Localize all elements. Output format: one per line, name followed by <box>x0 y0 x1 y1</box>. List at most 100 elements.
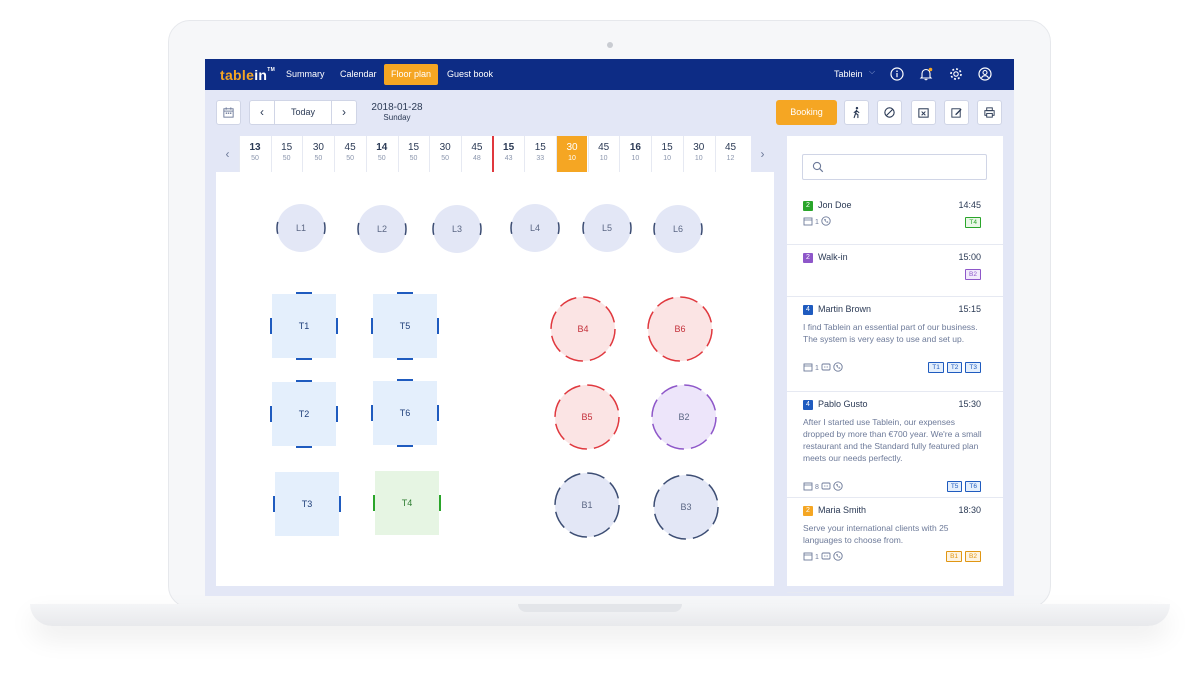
table-t3[interactable]: T3 <box>271 468 343 540</box>
table-b1[interactable]: B1 <box>551 469 623 541</box>
guest-count-badge: 2 <box>803 253 813 263</box>
booking-button[interactable]: Booking <box>776 100 837 125</box>
gear-icon[interactable] <box>949 67 963 81</box>
time-slot[interactable]: 30 50 <box>429 136 460 172</box>
time-slot-time: 15 <box>534 142 546 153</box>
time-slot[interactable]: 15 33 <box>524 136 555 172</box>
today-button[interactable]: Today <box>290 107 316 117</box>
table-t4[interactable]: T4 <box>371 467 443 539</box>
table-t5[interactable]: T5 <box>369 290 441 362</box>
time-slot-count: 43 <box>504 155 513 162</box>
table-tag[interactable]: T3 <box>965 362 981 373</box>
time-slot-time: 30 <box>312 142 324 153</box>
block-icon <box>884 107 895 118</box>
table-tag[interactable]: T5 <box>946 481 963 492</box>
time-slot[interactable]: 30 10 <box>556 136 587 172</box>
table-l3[interactable]: L3 <box>429 201 485 257</box>
date-value: 2018-01-28 <box>371 102 423 113</box>
phone-icon <box>821 216 831 228</box>
time-slot[interactable]: 15 43 <box>492 136 524 172</box>
table-shape <box>550 296 616 362</box>
table-label: B5 <box>581 412 593 422</box>
venue-selector[interactable]: Tablein <box>834 69 863 79</box>
time-slot-count: 10 <box>694 155 703 162</box>
walk-in-button[interactable] <box>844 100 869 125</box>
table-t2[interactable]: T2 <box>268 378 340 450</box>
assigned-tables: T4 <box>965 217 981 228</box>
edit-layout-button[interactable] <box>944 100 969 125</box>
table-l1[interactable]: L1 <box>273 200 329 256</box>
time-slot-count: 50 <box>314 155 323 162</box>
cancel-booking-button[interactable] <box>911 100 936 125</box>
table-l2[interactable]: L2 <box>354 201 410 257</box>
previous-day-button[interactable]: ‹ <box>250 101 275 124</box>
table-shape <box>371 379 439 447</box>
table-b5[interactable]: B5 <box>551 381 623 453</box>
time-slot[interactable]: 45 10 <box>587 136 619 172</box>
reservation-search-input[interactable] <box>802 154 987 180</box>
table-b3[interactable]: B3 <box>650 471 722 543</box>
table-tag[interactable]: B1 <box>946 551 963 562</box>
table-tag[interactable]: B2 <box>965 551 981 562</box>
time-slot-time: 45 <box>724 142 737 153</box>
time-slot[interactable]: 45 12 <box>714 136 746 172</box>
table-t6[interactable]: T6 <box>369 377 441 449</box>
reservation-item[interactable]: 4 Martin Brown 15:15 I find Tablein an esse… <box>787 297 1003 392</box>
time-slot-time: 15 <box>503 142 515 153</box>
time-slot[interactable]: 30 50 <box>302 136 333 172</box>
reservation-item[interactable]: 2 Jon Doe 14:45 1 T4 <box>787 193 1003 245</box>
time-slot[interactable]: 30 10 <box>682 136 714 172</box>
nav-calendar[interactable]: Calendar <box>340 69 377 79</box>
time-slot[interactable]: 15 50 <box>397 136 429 172</box>
table-tag[interactable]: T2 <box>946 362 963 373</box>
table-b6[interactable]: B6 <box>644 293 716 365</box>
table-shape <box>270 380 338 448</box>
time-slot[interactable]: 13 50 <box>239 136 270 172</box>
chevron-down-icon[interactable]: ⌵ <box>869 67 876 76</box>
nav-floor-plan[interactable]: Floor plan <box>384 64 439 85</box>
time-slot[interactable]: 45 48 <box>460 136 492 172</box>
block-table-button[interactable] <box>877 100 902 125</box>
table-tag[interactable]: B2 <box>965 269 981 280</box>
reservation-item[interactable]: 2 Walk-in 15:00 B2 <box>787 245 1003 297</box>
guest-count-badge: 4 <box>803 305 813 315</box>
table-b4[interactable]: B4 <box>547 293 619 365</box>
calendar-picker-button[interactable] <box>216 100 241 125</box>
next-day-button[interactable]: › <box>331 101 356 124</box>
table-t1[interactable]: T1 <box>268 290 340 362</box>
bell-icon[interactable] <box>919 67 933 81</box>
table-b2[interactable]: B2 <box>648 381 720 453</box>
timeline-next-button[interactable]: › <box>751 136 774 172</box>
table-label: B4 <box>577 324 589 334</box>
timeline-prev-button[interactable]: ‹ <box>216 136 239 172</box>
time-slot[interactable]: 45 50 <box>334 136 365 172</box>
nav-summary[interactable]: Summary <box>286 69 325 79</box>
info-icon[interactable] <box>890 67 904 81</box>
table-tag[interactable]: T4 <box>965 217 981 228</box>
reservation-meta: 1 <box>803 216 831 228</box>
time-slot-count: 12 <box>726 155 735 162</box>
time-slot[interactable]: 16 10 <box>619 136 650 172</box>
table-label: B6 <box>674 324 686 334</box>
print-button[interactable] <box>977 100 1002 125</box>
calendar-icon <box>803 481 813 493</box>
table-tag[interactable]: T6 <box>965 481 981 492</box>
table-label: T3 <box>301 499 313 509</box>
table-l6[interactable]: L6 <box>650 201 706 257</box>
reservation-item[interactable]: 4 Pablo Gusto 15:30 After I started use Tab… <box>787 392 1003 498</box>
tablein-logo[interactable]: tableinTM <box>220 67 275 83</box>
reservation-time: 15:00 <box>958 252 981 262</box>
time-slot[interactable]: 15 10 <box>651 136 682 172</box>
time-slot[interactable]: 15 50 <box>270 136 302 172</box>
comment-icon <box>821 362 831 374</box>
table-l5[interactable]: L5 <box>579 200 635 256</box>
reservation-item[interactable]: 2 Maria Smith 18:30 Serve your internationa… <box>787 498 1003 593</box>
table-shape <box>647 296 713 362</box>
time-slot[interactable]: 14 50 <box>365 136 397 172</box>
user-account-icon[interactable] <box>978 67 992 81</box>
table-tag[interactable]: T1 <box>928 362 944 373</box>
phone-icon <box>833 481 843 493</box>
nav-guest-book[interactable]: Guest book <box>447 69 494 79</box>
table-l4[interactable]: L4 <box>507 200 563 256</box>
table-label: L6 <box>672 224 683 234</box>
